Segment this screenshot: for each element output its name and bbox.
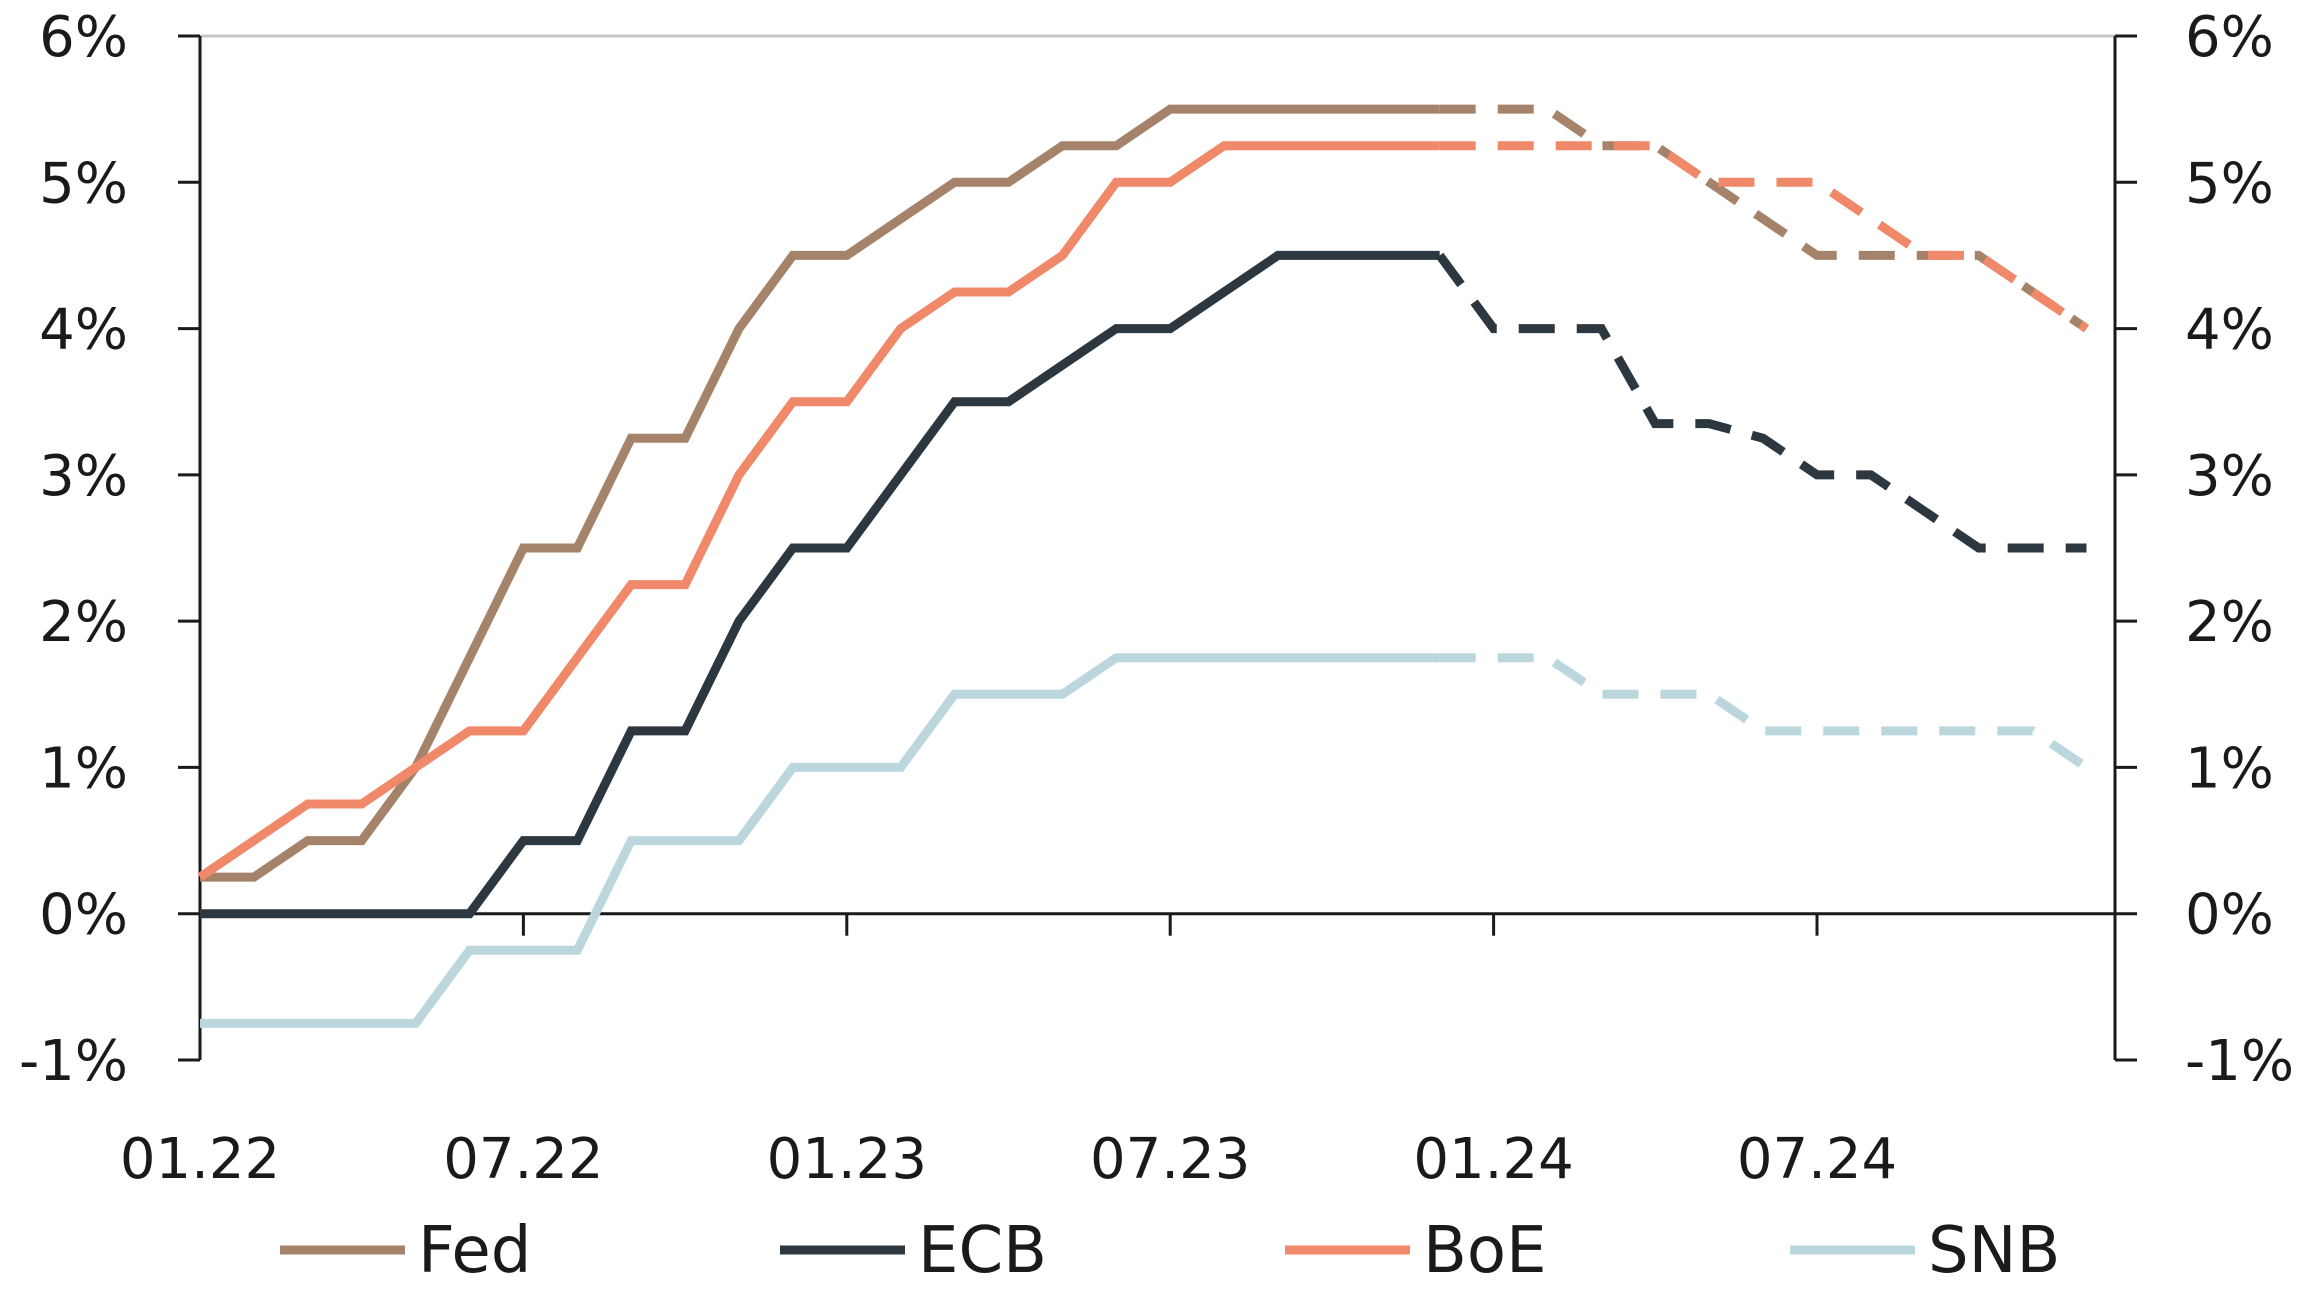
y-tick-label-left: 3%	[39, 444, 128, 509]
y-tick-label-right: 4%	[2185, 298, 2274, 363]
y-tick-label-right: 6%	[2185, 5, 2274, 70]
x-tick-label: 07.22	[443, 1127, 603, 1192]
y-tick-label-right: 0%	[2185, 883, 2274, 948]
y-tick-label-right: 2%	[2185, 590, 2274, 655]
y-tick-label-right: 1%	[2185, 736, 2274, 801]
y-tick-label-right: 3%	[2185, 444, 2274, 509]
y-tick-label-right: -1%	[2185, 1029, 2294, 1094]
series-line-ecb	[200, 250, 1440, 919]
y-tick-label-left: 2%	[39, 590, 128, 655]
legend-label-fed: Fed	[418, 1214, 531, 1288]
y-tick-label-left: 1%	[39, 736, 128, 801]
x-tick-label: 01.22	[120, 1127, 280, 1192]
series-line-snb	[200, 653, 1440, 1028]
x-tick-label: 07.24	[1737, 1127, 1897, 1192]
legend-label-boe: BoE	[1423, 1214, 1547, 1288]
y-tick-label-left: 6%	[39, 5, 128, 70]
series-forecast-boe	[1439, 141, 2090, 333]
y-tick-label-left: 5%	[39, 151, 128, 216]
x-tick-label: 07.23	[1090, 1127, 1250, 1192]
legend-label-ecb: ECB	[918, 1214, 1047, 1288]
y-tick-label-left: 0%	[39, 883, 128, 948]
y-tick-label-left: 4%	[39, 298, 128, 363]
series-forecast-ecb	[1436, 252, 2087, 553]
series-line-boe	[197, 141, 1440, 881]
series-line-fed	[200, 104, 1440, 882]
series-forecast-snb	[1439, 653, 2090, 772]
x-tick-label: 01.23	[767, 1127, 927, 1192]
x-tick-label: 01.24	[1413, 1127, 1573, 1192]
legend-label-snb: SNB	[1928, 1214, 2060, 1288]
y-tick-label-right: 5%	[2185, 151, 2274, 216]
series-forecast-fed	[1439, 104, 2090, 333]
y-tick-label-left: -1%	[19, 1029, 128, 1094]
